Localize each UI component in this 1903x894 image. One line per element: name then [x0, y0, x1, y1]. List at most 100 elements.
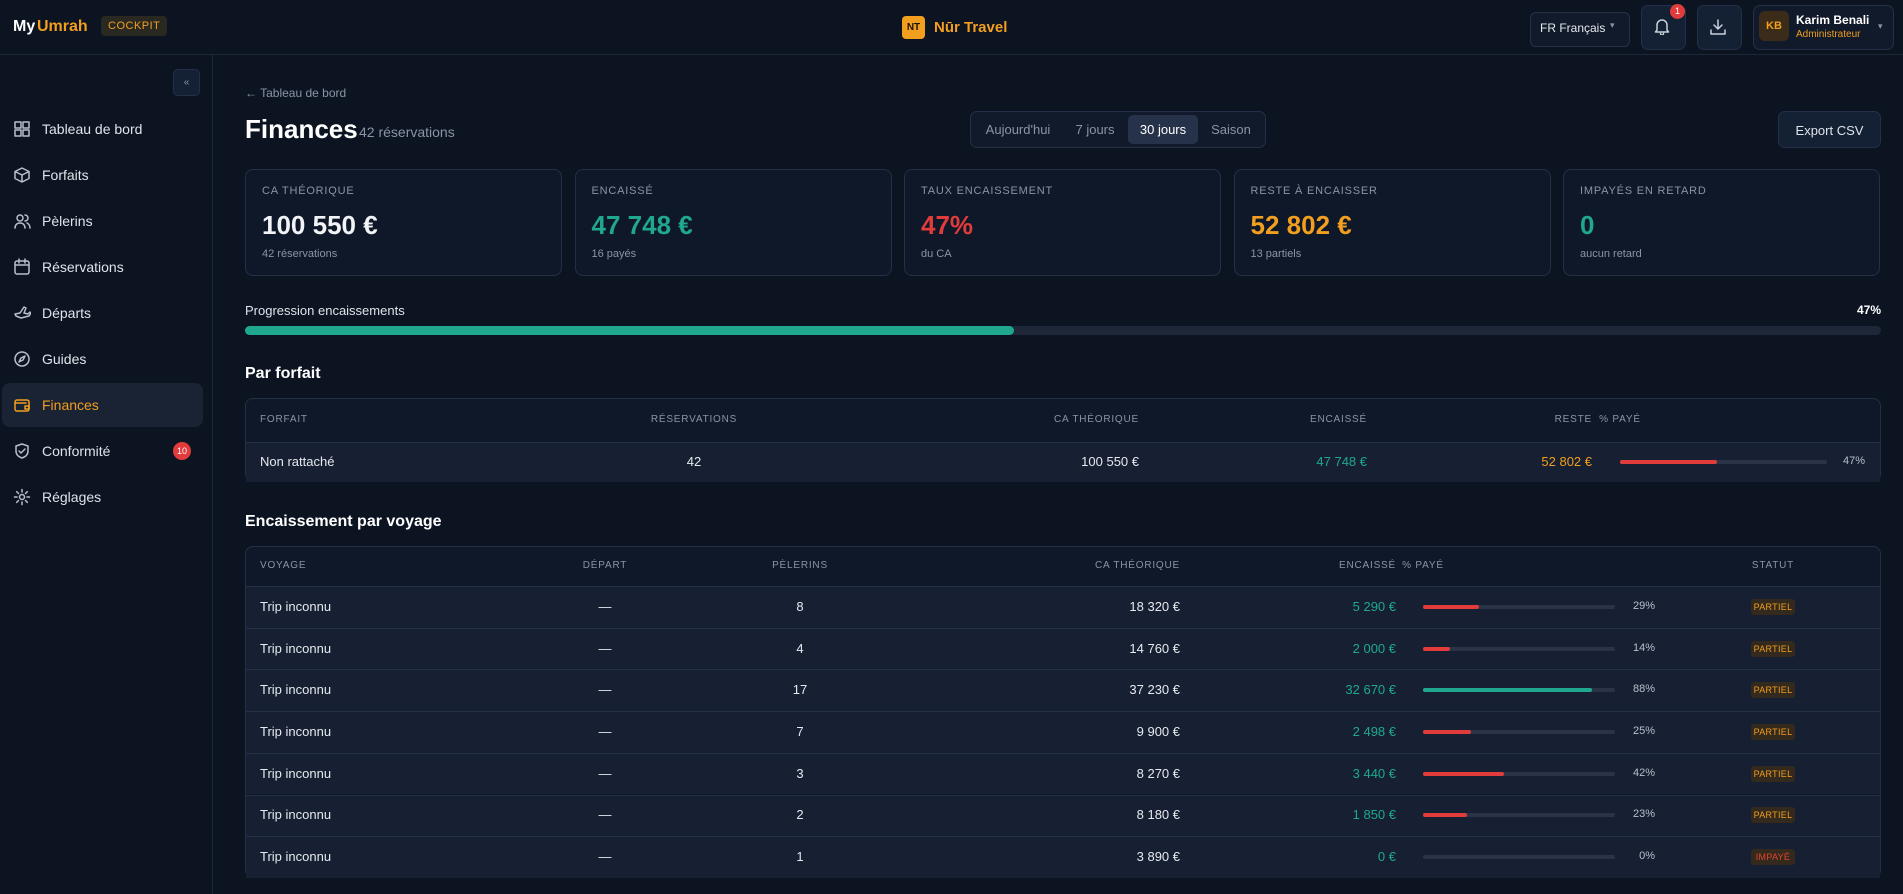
cell: 18 320 € — [1129, 598, 1180, 614]
pct-track — [1423, 729, 1615, 734]
pct-label: 88% — [1632, 683, 1655, 696]
pct-track — [1423, 855, 1615, 860]
kpi-note: 42 réservations — [262, 248, 338, 260]
kpi-value: 47 748 € — [591, 210, 693, 240]
page-title: Finances — [245, 114, 358, 144]
period-option[interactable]: Saison — [1211, 122, 1251, 137]
nav-item[interactable] — [2, 291, 203, 335]
nav-label: Réglages — [42, 489, 102, 505]
cell: Trip inconnu — [260, 765, 332, 781]
nav-label: Réservations — [42, 259, 124, 275]
language-select[interactable] — [1530, 12, 1630, 47]
pct-bar — [1423, 646, 1450, 651]
status-badge: PARTIEL — [1751, 640, 1795, 657]
kpi-note: du CA — [921, 248, 952, 260]
cell: Trip inconnu — [260, 682, 332, 698]
column-header: RESTE — [1554, 414, 1592, 425]
pct-bar — [1423, 604, 1479, 609]
cell: Non rattaché — [260, 454, 335, 469]
cell: — — [598, 640, 612, 656]
period-option[interactable]: 7 jours — [1075, 122, 1115, 137]
kpi-label: RESTE À ENCAISSER — [1250, 185, 1378, 197]
logo-my: My — [13, 18, 36, 35]
nav-item[interactable] — [2, 475, 203, 519]
sidebar — [0, 55, 213, 894]
cell: 100 550 € — [1081, 454, 1139, 469]
export-button[interactable]: Export CSV — [1778, 111, 1881, 148]
cell: Trip inconnu — [260, 723, 332, 739]
period-option[interactable]: 30 jours — [1128, 115, 1198, 144]
column-header: FORFAIT — [260, 414, 308, 425]
kpi-label: IMPAYÉS EN RETARD — [1580, 185, 1707, 197]
nav-item[interactable] — [2, 383, 203, 427]
pct-label: 25% — [1632, 724, 1655, 737]
cell: 8 180 € — [1136, 807, 1180, 823]
cell: 17 — [792, 682, 808, 698]
cell: 4 — [796, 640, 804, 656]
kpi-value: 47% — [921, 210, 974, 240]
pct-track — [1423, 771, 1615, 776]
pct-label: 47% — [1842, 455, 1865, 467]
cell: 32 670 € — [1345, 682, 1396, 698]
pct-track — [1620, 460, 1827, 464]
column-header: CA THÉORIQUE — [1054, 414, 1139, 425]
badge: COCKPIT — [101, 16, 168, 36]
cell: 8 — [796, 598, 804, 614]
download-button[interactable] — [1697, 5, 1742, 50]
nav-active-bg — [2, 383, 203, 427]
collapse-button[interactable]: « — [173, 69, 200, 96]
kpi-label: ENCAISSÉ — [591, 185, 654, 197]
nav-label: Tableau de bord — [42, 121, 143, 137]
icon — [14, 121, 30, 137]
period-option[interactable]: Aujourd'hui — [985, 122, 1051, 137]
agency-logo: NT — [902, 16, 925, 39]
cell: 3 890 € — [1136, 849, 1180, 865]
cell: — — [598, 849, 612, 865]
column-header: PÈLERINS — [772, 560, 828, 571]
logo-umrah: Umrah — [37, 18, 88, 35]
progress-value: 47% — [1856, 303, 1881, 317]
cell: Trip inconnu — [260, 598, 332, 614]
language: FR Français — [1540, 21, 1606, 35]
cell: — — [598, 723, 612, 739]
breadcrumb[interactable]: ← Tableau de bord — [245, 86, 347, 100]
progress-track — [245, 326, 1881, 335]
kpi-card — [904, 169, 1221, 276]
pct-label: 14% — [1632, 641, 1655, 654]
nav-item[interactable] — [2, 337, 203, 381]
nav-label: Conformité — [42, 443, 111, 459]
cell: 14 760 € — [1129, 640, 1180, 656]
status-badge: PARTIEL — [1751, 598, 1795, 615]
user-role: Administrateur — [1796, 29, 1861, 40]
icon — [14, 306, 31, 319]
kpi-value: 100 550 € — [262, 210, 378, 240]
pct-track — [1423, 604, 1615, 609]
kpi-card — [245, 169, 562, 276]
column-header: % PAYÉ — [1402, 560, 1444, 571]
pct-bar — [1423, 771, 1504, 776]
icon — [15, 443, 29, 459]
nav-label: Pèlerins — [42, 213, 93, 229]
cell: 42 — [686, 454, 702, 469]
status-badge: PARTIEL — [1751, 765, 1795, 782]
nav-item[interactable] — [2, 199, 203, 243]
kpi-note: aucun retard — [1580, 248, 1642, 260]
cell: 3 440 € — [1352, 765, 1396, 781]
pct-bar — [1620, 460, 1718, 464]
page-subtitle: 42 réservations — [359, 124, 455, 140]
column-header: VOYAGE — [260, 560, 307, 571]
cell: Trip inconnu — [260, 640, 332, 656]
icon — [1710, 19, 1726, 35]
cell: 52 802 € — [1541, 454, 1592, 469]
top-bar — [0, 0, 1903, 55]
icon — [14, 258, 30, 275]
icon — [1654, 19, 1670, 35]
user-avatar: KB — [1759, 11, 1789, 41]
cell: 2 — [796, 807, 804, 823]
nav-item[interactable] — [2, 153, 203, 197]
column-header: STATUT — [1751, 560, 1795, 571]
chevron: ▾ — [1610, 20, 1615, 30]
column-header: % PAYÉ — [1599, 414, 1641, 425]
kpi-label: TAUX ENCAISSEMENT — [921, 185, 1053, 197]
